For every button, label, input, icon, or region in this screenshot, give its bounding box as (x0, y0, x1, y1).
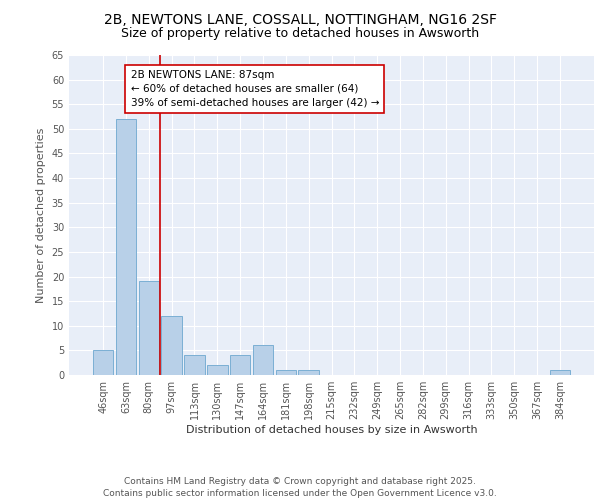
Text: Size of property relative to detached houses in Awsworth: Size of property relative to detached ho… (121, 28, 479, 40)
Bar (93, 350, 113, 375)
Y-axis label: Number of detached properties: Number of detached properties (36, 128, 46, 302)
Bar (139, 282, 159, 375)
X-axis label: Distribution of detached houses by size in Awsworth: Distribution of detached houses by size … (185, 425, 478, 435)
Bar (184, 356, 205, 375)
Bar (550, 370, 570, 375)
Bar (116, 119, 136, 375)
Bar (298, 370, 319, 375)
Text: 2B NEWTONS LANE: 87sqm
← 60% of detached houses are smaller (64)
39% of semi-det: 2B NEWTONS LANE: 87sqm ← 60% of detached… (131, 70, 379, 108)
Bar (207, 365, 227, 375)
Text: 2B, NEWTONS LANE, COSSALL, NOTTINGHAM, NG16 2SF: 2B, NEWTONS LANE, COSSALL, NOTTINGHAM, N… (104, 12, 497, 26)
Bar (161, 316, 182, 375)
Bar (230, 356, 250, 375)
Bar (275, 370, 296, 375)
Bar (253, 346, 273, 375)
Text: Contains HM Land Registry data © Crown copyright and database right 2025.
Contai: Contains HM Land Registry data © Crown c… (103, 476, 497, 498)
